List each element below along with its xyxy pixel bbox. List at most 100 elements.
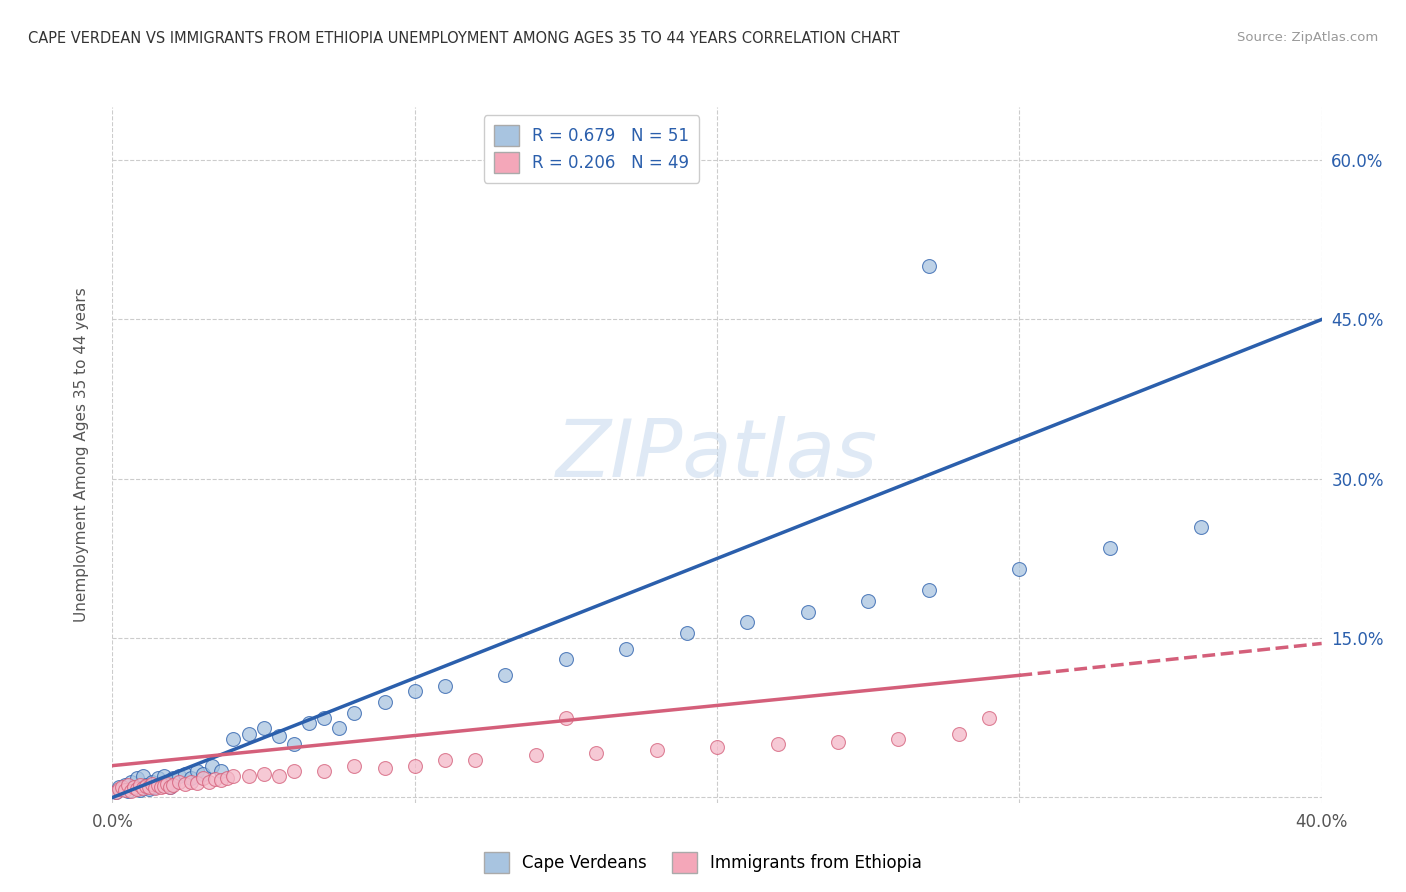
Text: Source: ZipAtlas.com: Source: ZipAtlas.com (1237, 31, 1378, 45)
Point (616, 641, 638, 656)
Point (186, 764, 208, 778)
Point (238, 769, 260, 783)
Point (146, 772, 169, 786)
Point (149, 778, 172, 792)
Point (156, 777, 179, 791)
Point (222, 769, 245, 783)
Point (135, 779, 157, 793)
Point (283, 764, 305, 778)
Point (585, 746, 607, 760)
Point (191, 767, 214, 781)
Point (856, 594, 880, 608)
Point (117, 778, 139, 792)
Point (143, 780, 166, 794)
Point (253, 722, 276, 736)
Point (104, 785, 127, 799)
Point (159, 780, 181, 794)
Point (132, 780, 155, 795)
Point (314, 764, 336, 778)
Point (374, 695, 396, 709)
Point (222, 732, 245, 747)
Point (125, 772, 148, 786)
Point (198, 774, 221, 789)
Point (283, 738, 305, 752)
Point (675, 625, 697, 640)
Point (180, 774, 202, 789)
Point (209, 773, 232, 788)
Point (217, 772, 239, 786)
Point (174, 767, 197, 781)
Point (766, 738, 789, 752)
Point (495, 668, 517, 682)
Point (120, 784, 142, 798)
Point (117, 784, 139, 798)
Point (174, 777, 197, 791)
Point (146, 778, 169, 792)
Point (267, 769, 290, 783)
Point (110, 780, 132, 794)
Point (122, 780, 145, 794)
Point (122, 780, 145, 794)
Point (343, 706, 366, 720)
Point (1008, 562, 1031, 576)
Text: ZIPatlas: ZIPatlas (555, 416, 879, 494)
Point (1098, 541, 1121, 555)
Point (141, 777, 163, 791)
Point (167, 774, 190, 789)
Point (120, 774, 142, 789)
Point (343, 758, 366, 772)
Point (796, 605, 818, 619)
Point (433, 753, 456, 767)
Point (107, 782, 129, 797)
Point (918, 583, 941, 598)
Point (404, 684, 426, 698)
Point (149, 780, 172, 794)
Point (267, 729, 290, 743)
Point (167, 769, 190, 783)
Point (209, 764, 232, 778)
Point (554, 711, 576, 725)
Point (524, 747, 547, 762)
Point (138, 782, 160, 797)
Point (153, 769, 176, 783)
Point (645, 742, 668, 756)
Point (706, 739, 728, 754)
Point (298, 716, 321, 731)
Point (238, 727, 260, 741)
Legend: R = 0.679   N = 51, R = 0.206   N = 49: R = 0.679 N = 51, R = 0.206 N = 49 (484, 115, 699, 183)
Point (162, 772, 184, 786)
Point (827, 735, 849, 749)
Point (128, 783, 150, 797)
Point (253, 767, 276, 781)
Point (125, 782, 148, 797)
Point (918, 260, 941, 274)
Point (135, 778, 157, 792)
Point (128, 778, 150, 792)
Point (186, 775, 208, 789)
Point (328, 722, 350, 736)
Point (162, 778, 184, 792)
Point (1189, 519, 1212, 533)
Point (104, 785, 127, 799)
Point (977, 711, 1000, 725)
Point (887, 732, 910, 747)
Point (114, 778, 136, 792)
Point (141, 774, 163, 789)
Y-axis label: Unemployment Among Ages 35 to 44 years: Unemployment Among Ages 35 to 44 years (75, 287, 89, 623)
Point (464, 753, 486, 767)
Point (153, 779, 176, 793)
Point (374, 761, 396, 775)
Point (132, 769, 155, 783)
Point (554, 652, 576, 666)
Point (114, 783, 136, 797)
Point (737, 615, 759, 630)
Point (159, 780, 181, 794)
Point (201, 758, 224, 772)
Point (948, 727, 970, 741)
Point (107, 780, 129, 794)
Point (156, 774, 179, 789)
Point (433, 679, 456, 693)
Text: CAPE VERDEAN VS IMMIGRANTS FROM ETHIOPIA UNEMPLOYMENT AMONG AGES 35 TO 44 YEARS : CAPE VERDEAN VS IMMIGRANTS FROM ETHIOPIA… (28, 31, 900, 46)
Point (191, 772, 214, 786)
Point (143, 780, 166, 795)
